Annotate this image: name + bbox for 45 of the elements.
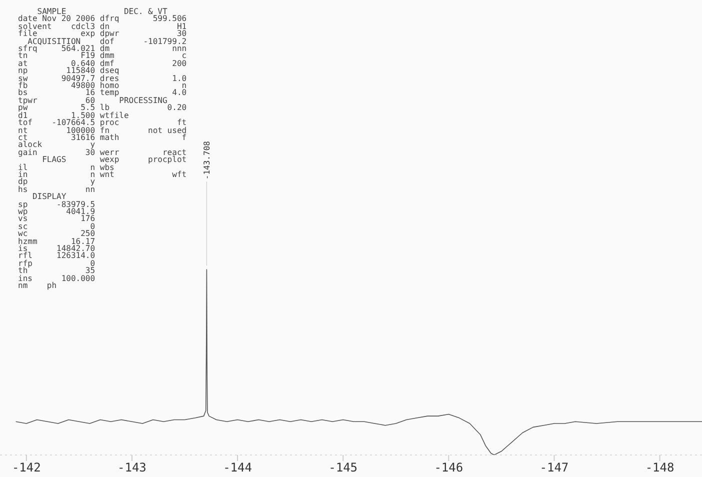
- text: bs 16 temp 4.0: [18, 88, 188, 98]
- annotation: -143.708: [202, 140, 212, 180]
- text: nt 100000 fn not used: [18, 126, 188, 134]
- text: solvent cdcl3 dn H1: [18, 22, 188, 31]
- text: gain 30 werr react: [18, 148, 188, 157]
- text: rfp 0: [18, 258, 96, 268]
- text: DISPLAY: [31, 192, 66, 202]
- text: wc 250: [18, 229, 96, 238]
- x-tick-label: -148: [645, 460, 674, 475]
- text: rfl 126314.0: [18, 251, 96, 260]
- text: sw 90497.7 dres 1.0: [18, 74, 188, 83]
- annotation: th 35: [18, 266, 96, 276]
- x-tick-label: -145: [328, 460, 358, 475]
- text: dp y: [18, 177, 96, 186]
- text: ACQUISITION dof -101799.2: [28, 36, 188, 46]
- annotation: ins 100.000: [18, 274, 96, 283]
- text: sp -83979.5: [18, 200, 96, 209]
- annotation: nm ph: [18, 281, 58, 290]
- text: in n wnt wft: [18, 170, 188, 179]
- x-tick-label: -146: [434, 460, 464, 475]
- x-tick-label: -142: [12, 460, 41, 475]
- text: hs nn: [18, 184, 96, 194]
- text: is 14842.70: [18, 244, 96, 253]
- text: alock y: [18, 140, 96, 150]
- text: fb 49800 homo n: [18, 81, 188, 90]
- text: sc 0: [18, 222, 96, 231]
- text: d1 1.500 wtfile: [18, 110, 130, 120]
- text: vs 176: [18, 214, 96, 224]
- text: file exp dpwr 30: [18, 29, 188, 38]
- text: tpwr 60 PROCESSING: [18, 96, 168, 105]
- text: SAMPLE DEC. & VT: [37, 7, 168, 16]
- text: np 115840 dseq: [18, 66, 120, 76]
- x-tick-label: -144: [223, 460, 252, 475]
- x-tick-label: -143: [118, 460, 146, 475]
- text: hzmm 16.17: [18, 236, 96, 246]
- text: date Nov 20 2006 dfrq 599.506: [18, 14, 188, 24]
- text: sfrq 564.021 dm nnn: [18, 44, 188, 54]
- text: tof -107664.5 proc ft: [18, 118, 188, 128]
- text: at 0.640 dmf 200: [18, 58, 188, 68]
- text: ct 31616 math f: [18, 132, 188, 142]
- text: il n wbs: [18, 162, 114, 172]
- text: FLAGS wexp procplot: [41, 155, 188, 164]
- text: pw 5.5 lb 0.20: [18, 103, 188, 112]
- text: tn F19 dmm c: [18, 51, 188, 60]
- x-tick-label: -147: [540, 460, 569, 475]
